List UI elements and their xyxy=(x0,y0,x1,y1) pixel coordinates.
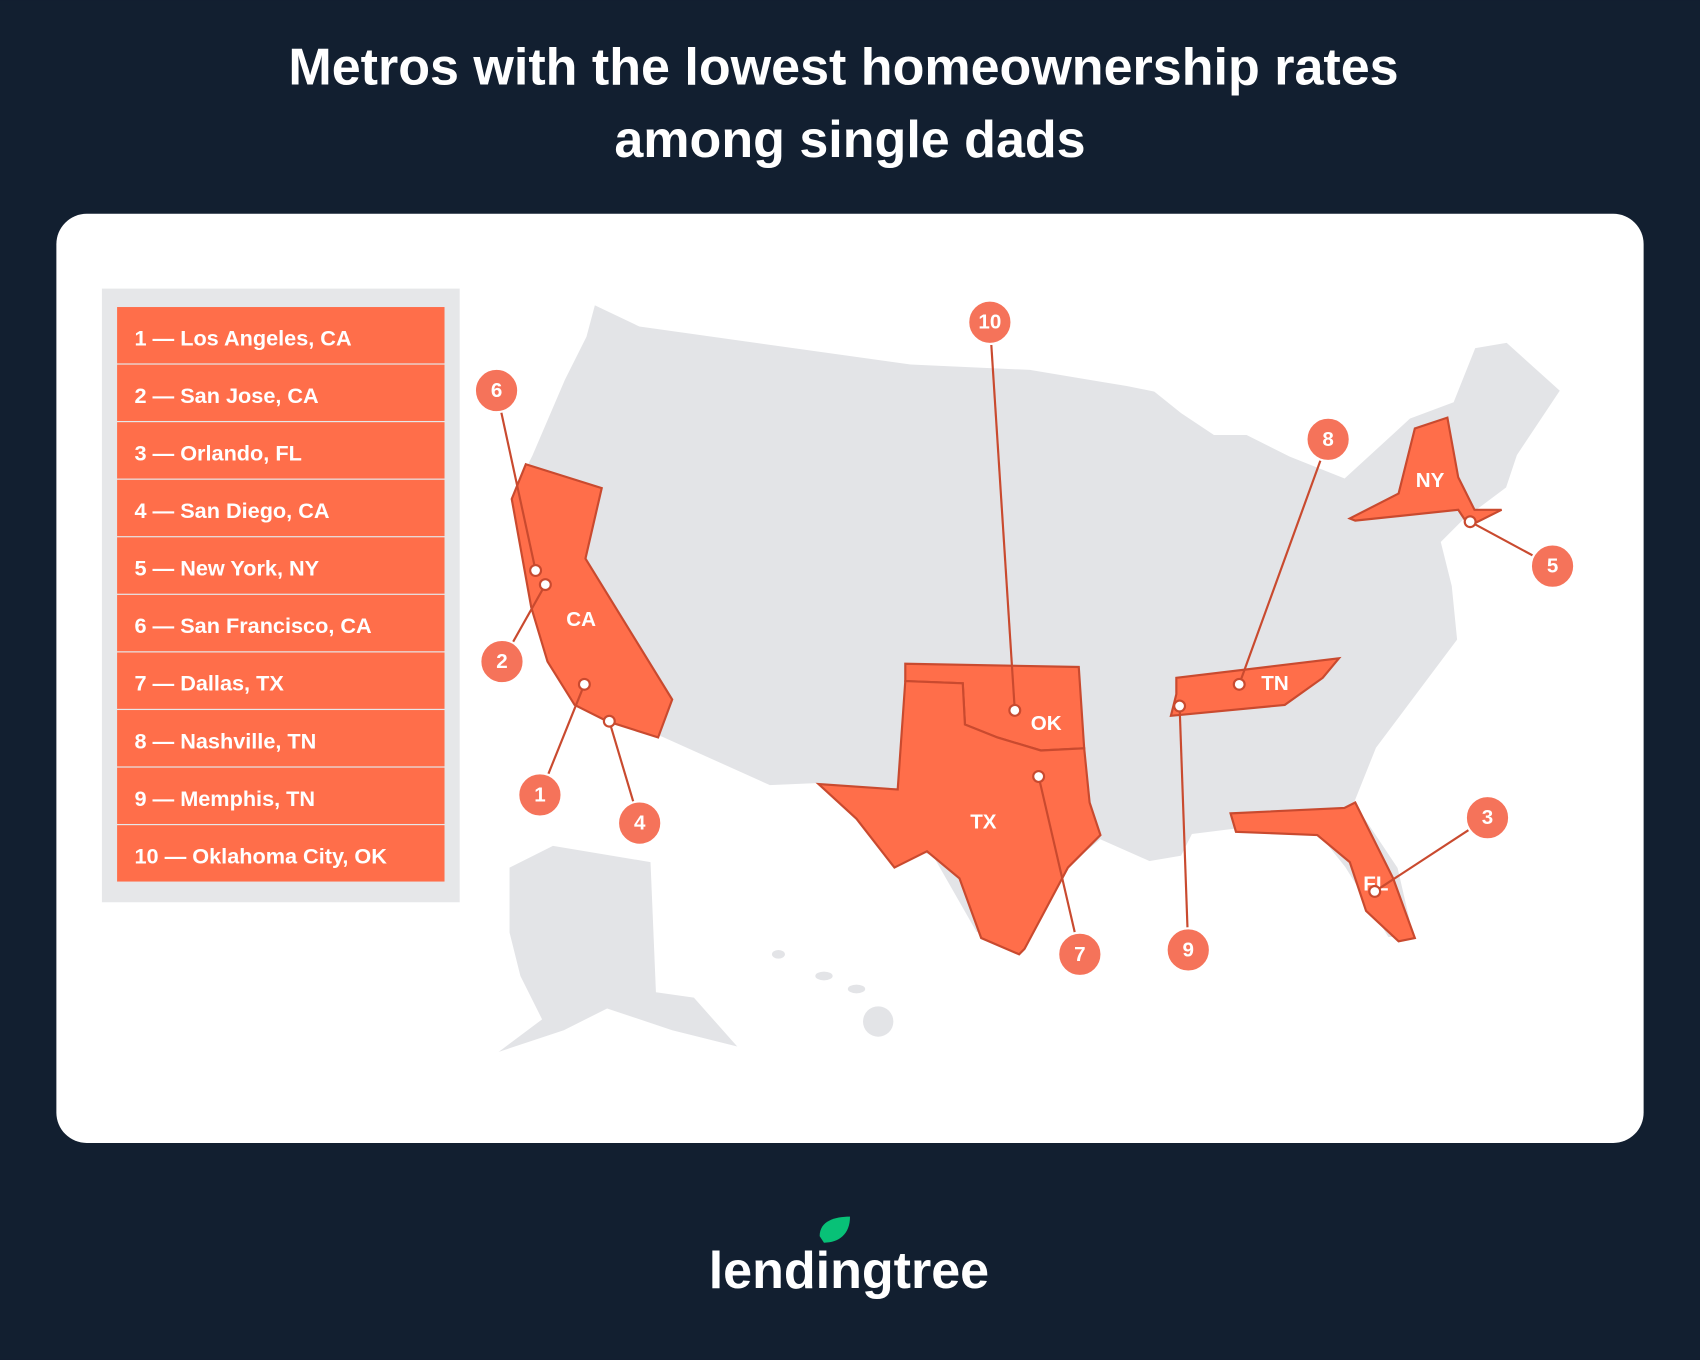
marker-badge xyxy=(967,299,1013,345)
list-item: 1 — Los Angeles, CA xyxy=(134,325,352,350)
list-row xyxy=(117,307,445,364)
state-label: TN xyxy=(1261,672,1288,695)
marker-dot xyxy=(1368,884,1382,898)
title-line: among single dads xyxy=(614,111,1085,169)
state-tn xyxy=(1169,656,1342,718)
marker-dot xyxy=(1232,677,1246,691)
ranking-list: 1 — Los Angeles, CA 2 — San Jose, CA 3 — O… xyxy=(117,307,445,882)
hawaii xyxy=(771,949,785,959)
marker-badge xyxy=(616,800,663,846)
hawaii xyxy=(847,984,866,994)
marker-label: 5 xyxy=(1547,555,1558,578)
list-item: 8 — Nashville, TN xyxy=(134,728,316,753)
list-item: 4 — San Diego, CA xyxy=(134,498,329,523)
marker-label: 3 xyxy=(1482,806,1493,829)
marker-label: 9 xyxy=(1183,938,1194,961)
logo: lendingtree xyxy=(709,1242,989,1300)
list-item: 10 — Oklahoma City, OK xyxy=(134,843,387,868)
marker-badge xyxy=(1529,543,1576,589)
list-item: 7 — Dallas, TX xyxy=(134,671,284,696)
leader-line xyxy=(988,322,1016,711)
marker-dot xyxy=(577,677,591,691)
list-item: 5 — New York, NY xyxy=(134,556,319,581)
marker-dot xyxy=(538,578,552,592)
marker-badge xyxy=(517,772,563,818)
list-row xyxy=(117,767,445,824)
logo-leaf xyxy=(819,1216,850,1243)
marker-label: 8 xyxy=(1322,428,1333,451)
marker-dot xyxy=(1173,699,1187,713)
marker-badge xyxy=(1165,927,1212,973)
marker-dot xyxy=(529,563,543,578)
list-row xyxy=(117,652,445,709)
title-line: Metros with the lowest homeownership rat… xyxy=(288,38,1398,96)
state-fl xyxy=(1229,801,1417,943)
marker-dot xyxy=(1008,703,1022,717)
us-map xyxy=(498,302,1563,1052)
leader-line xyxy=(495,390,537,571)
marker-dot xyxy=(602,714,616,728)
marker-label: 7 xyxy=(1074,943,1085,966)
hawaii xyxy=(815,971,833,981)
list-item: 6 — San Francisco, CA xyxy=(134,613,372,638)
state-label: TX xyxy=(970,811,997,834)
list-item: 9 — Memphis, TN xyxy=(134,786,315,811)
marker-badge xyxy=(1305,416,1351,463)
marker-label: 6 xyxy=(491,379,502,402)
list-row xyxy=(117,594,445,652)
list-item: 3 — Orlando, FL xyxy=(134,440,301,465)
list-row xyxy=(117,364,445,421)
leader-line xyxy=(1238,438,1330,685)
list-row xyxy=(117,479,445,537)
alaska xyxy=(498,845,738,1052)
markers: 1 2 3 4 5 6 7 8 9 10 xyxy=(473,299,1576,978)
list-row xyxy=(117,710,445,767)
list-row xyxy=(117,422,445,479)
marker-dot xyxy=(1032,769,1046,783)
marker-label: 1 xyxy=(534,783,545,806)
state-label: CA xyxy=(566,608,596,631)
list-row xyxy=(117,825,445,882)
leader-line xyxy=(1178,705,1190,951)
list-item: 2 — San Jose, CA xyxy=(134,383,319,408)
marker-badge xyxy=(473,367,520,414)
marker-label: 2 xyxy=(496,650,507,673)
marker-badge xyxy=(1057,931,1103,978)
state-tx xyxy=(815,679,1102,956)
state-label: OK xyxy=(1031,712,1062,735)
marker-badge xyxy=(1464,794,1511,841)
leader-line xyxy=(1037,776,1081,955)
marker-label: 10 xyxy=(978,311,1001,334)
hawaii xyxy=(863,1006,894,1037)
us-mainland xyxy=(508,302,1563,951)
marker-label: 4 xyxy=(634,812,646,835)
state-ny xyxy=(1347,416,1503,528)
state-label: NY xyxy=(1416,469,1445,492)
marker-badge xyxy=(479,638,525,685)
list-row xyxy=(117,537,445,594)
marker-dot xyxy=(1463,515,1477,529)
